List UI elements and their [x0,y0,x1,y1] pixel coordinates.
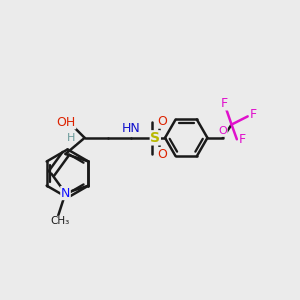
Text: F: F [238,133,246,146]
Text: N: N [61,187,70,200]
Text: O: O [157,148,167,160]
Text: O: O [157,115,167,128]
Text: H: H [67,134,75,143]
Text: CH₃: CH₃ [50,216,69,226]
Text: OH: OH [56,116,76,129]
Text: HN: HN [122,122,140,136]
Text: F: F [250,108,256,122]
Text: S: S [150,131,160,145]
Text: F: F [221,97,228,110]
Text: O: O [218,126,227,136]
